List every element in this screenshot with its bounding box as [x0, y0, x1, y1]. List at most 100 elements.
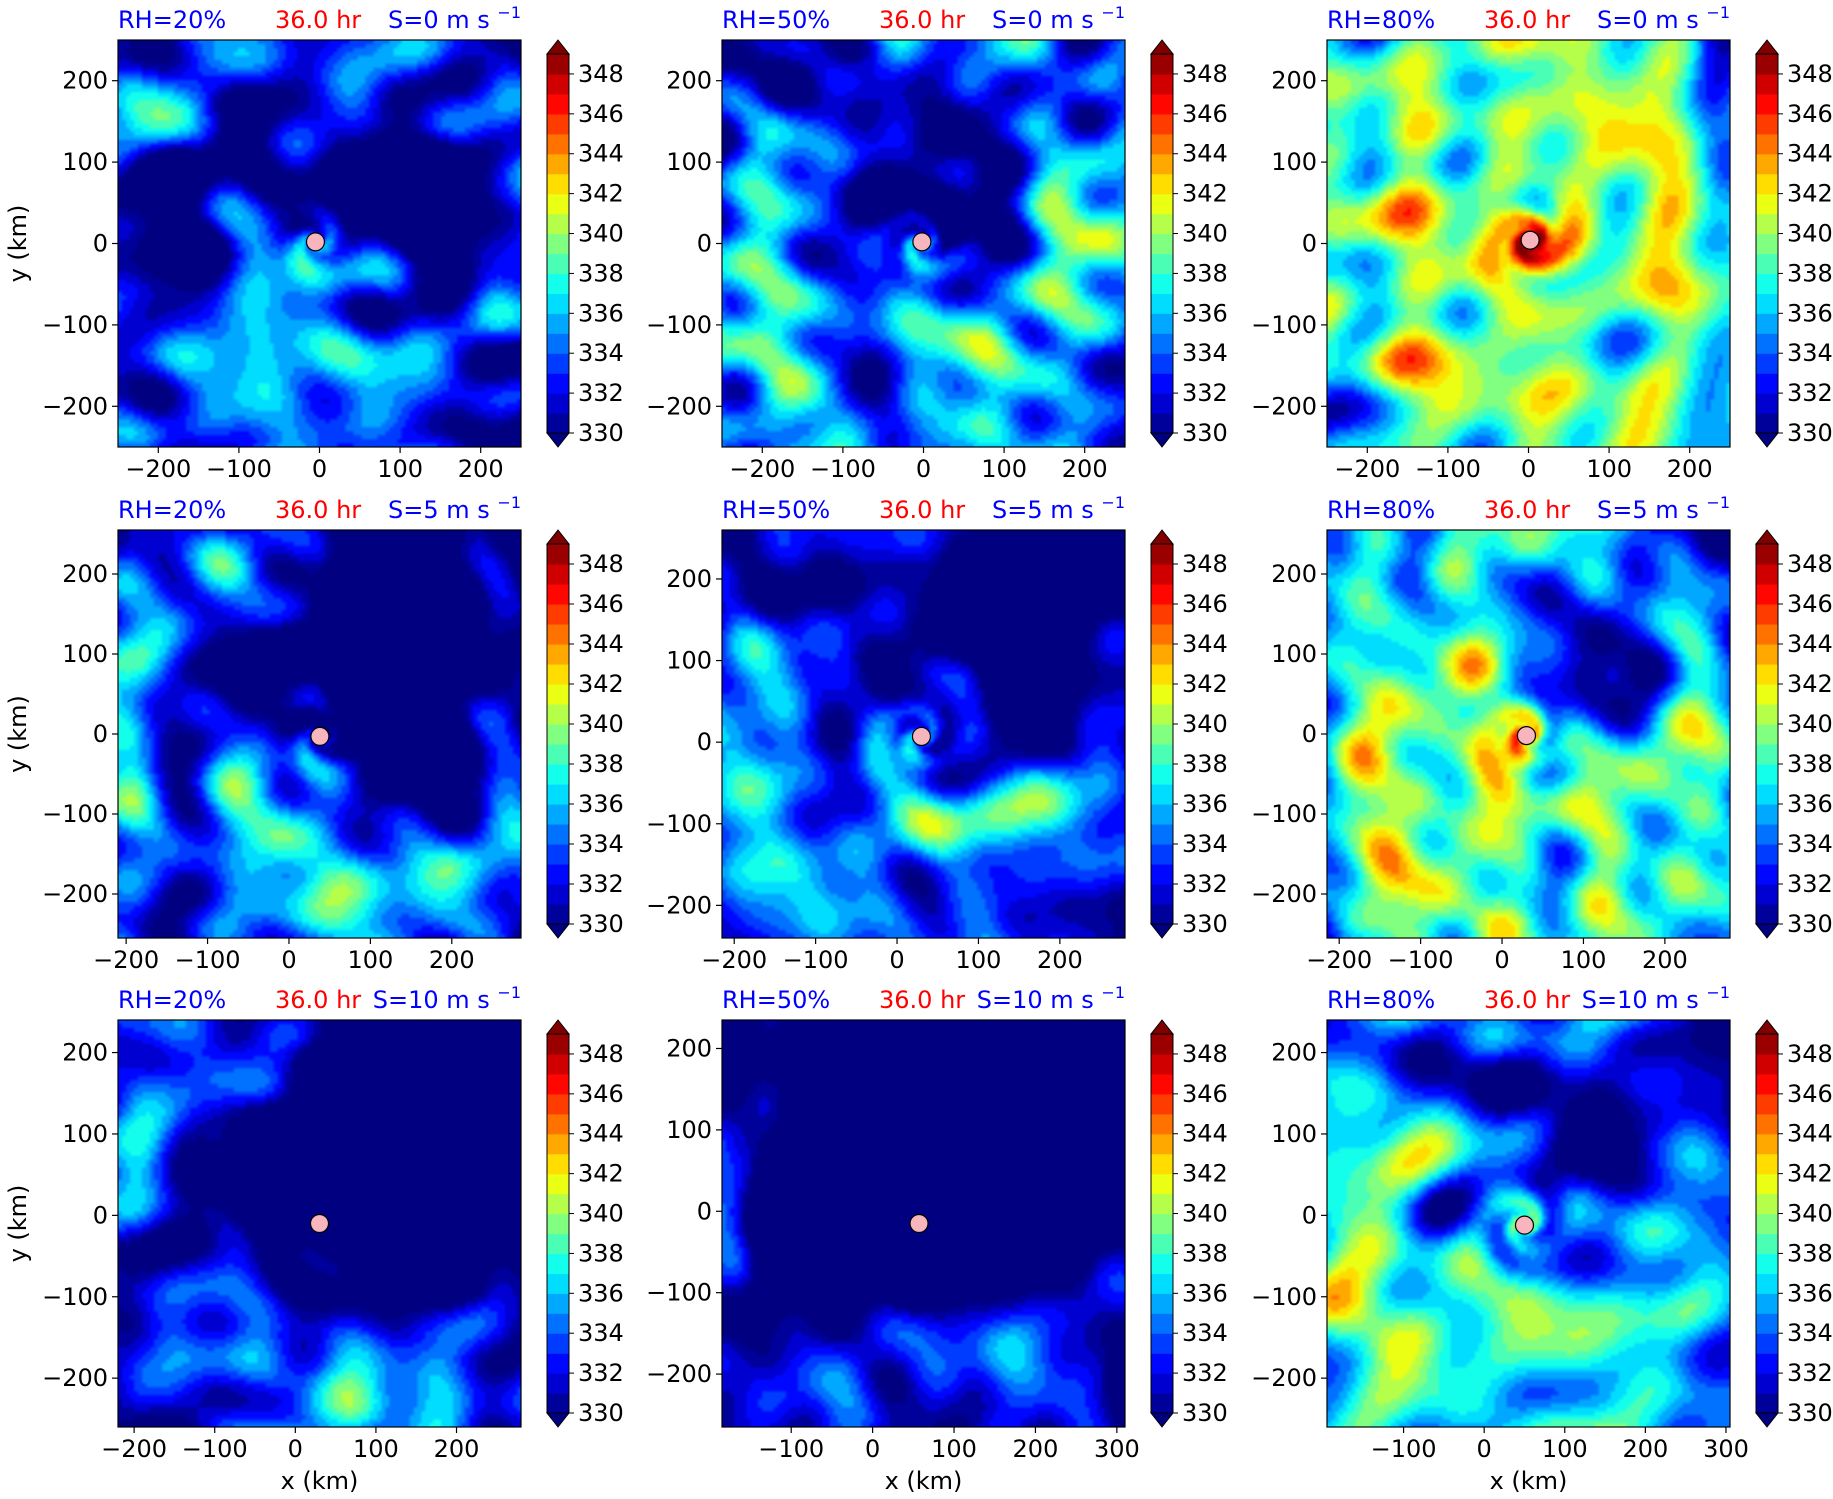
colorbar-band	[1756, 313, 1778, 334]
rh-title: RH=50%	[722, 496, 830, 524]
colorbar-band	[1151, 313, 1173, 334]
x-tick-label: 100	[347, 946, 393, 974]
colorbar-band	[1756, 153, 1778, 175]
colorbar-tick-label: 332	[1182, 1359, 1228, 1387]
y-tick-label: 0	[697, 1197, 712, 1225]
x-tick-label: 200	[1037, 946, 1083, 974]
x-tick-label: −100	[810, 455, 876, 483]
colorbar-band	[547, 804, 569, 825]
colorbar-frame	[1150, 543, 1174, 925]
colorbar-band	[547, 864, 569, 885]
colorbar-band	[1151, 1353, 1173, 1374]
colorbar-band	[547, 644, 569, 665]
panel-2: −200 −100 0 100 200 −200 −100 0 100 200 RH=50% 36.0…	[646, 3, 1228, 483]
colorbar-band	[547, 373, 569, 394]
x-tick-label: 0	[288, 1435, 303, 1463]
shear-units-exponent: −1	[1706, 493, 1730, 512]
colorbar: 330 332 334 336 338 340 342 344 346 348	[1149, 1019, 1228, 1428]
colorbar-band	[1151, 1133, 1173, 1155]
colorbar-tick-label: 338	[578, 259, 624, 287]
time-title: 36.0 hr	[275, 986, 361, 1014]
colorbar-band	[1756, 1213, 1778, 1235]
colorbar-tick-label: 334	[1182, 1319, 1228, 1347]
x-tick-label: −200	[125, 455, 191, 483]
colorbar-tick-label: 340	[1787, 710, 1833, 738]
x-axis-label: x (km)	[885, 1467, 963, 1495]
colorbar-tick-label: 344	[578, 630, 624, 658]
axes-frame	[721, 1019, 1126, 1428]
colorbar-tick-label: 336	[1787, 1279, 1833, 1307]
colorbar-band	[547, 564, 569, 585]
colorbar-tick-label: 346	[1787, 590, 1833, 618]
colorbar-extend-max	[545, 39, 571, 55]
colorbar-tick-label: 342	[1787, 670, 1833, 698]
colorbar-band	[1756, 1133, 1778, 1155]
colorbar-band	[1151, 413, 1173, 434]
colorbar-band	[547, 333, 569, 354]
colorbar-tick-label: 338	[1787, 1239, 1833, 1267]
colorbar-band	[1756, 73, 1778, 95]
colorbar-band	[1756, 54, 1778, 75]
colorbar-band	[547, 273, 569, 294]
colorbar-tick-label: 330	[1787, 910, 1833, 938]
colorbar-band	[1151, 1293, 1173, 1314]
colorbar-band	[1151, 624, 1173, 645]
y-tick-label: 200	[62, 1039, 108, 1067]
colorbar-band	[1151, 1313, 1173, 1334]
panel-7: −200 −100 0 100 200 −200 −100 0 100 200 RH=20% 36.0…	[4, 983, 624, 1495]
shear-title: S=10 m s −1	[977, 983, 1125, 1014]
colorbar-tick-label: 330	[578, 910, 624, 938]
colorbar-band	[1151, 1153, 1173, 1175]
colorbar-band	[1151, 544, 1173, 565]
colorbar-band	[1756, 293, 1778, 314]
colorbar-band	[1756, 784, 1778, 805]
colorbar-tick-label: 332	[1182, 870, 1228, 898]
colorbar-frame	[1150, 1033, 1174, 1414]
colorbar-band	[547, 133, 569, 155]
colorbar-tick-label: 346	[578, 1080, 624, 1108]
x-tick-label: −200	[101, 1435, 167, 1463]
panel-3: −200 −100 0 100 200 −200 −100 0 100 200 RH=80% 36.0…	[1251, 3, 1833, 483]
shear-title: S=0 m s −1	[1597, 3, 1730, 34]
colorbar-band	[1756, 413, 1778, 434]
colorbar-band	[547, 764, 569, 785]
x-tick-label: −100	[206, 455, 272, 483]
colorbar-band	[547, 1073, 569, 1095]
colorbar-band	[547, 393, 569, 414]
colorbar-tick-label: 348	[1787, 550, 1833, 578]
colorbar-frame	[1755, 543, 1779, 925]
colorbar-band	[1151, 724, 1173, 745]
time-title: 36.0 hr	[879, 6, 965, 34]
colorbar-band	[1756, 864, 1778, 885]
colorbar-band	[1756, 1173, 1778, 1195]
shear-units-exponent: −1	[1706, 3, 1730, 22]
axes-frame	[117, 1019, 522, 1428]
colorbar-band	[1756, 664, 1778, 685]
storm-center-marker	[912, 232, 932, 252]
colorbar-frame	[546, 1033, 570, 1414]
storm-center-marker	[1514, 1215, 1535, 1235]
colorbar-tick-label: 330	[1787, 419, 1833, 447]
colorbar-band	[1151, 584, 1173, 605]
colorbar-band	[1756, 1233, 1778, 1255]
x-tick-label: 0	[1521, 455, 1536, 483]
colorbar-tick-label: 338	[578, 750, 624, 778]
colorbar-band	[1756, 704, 1778, 725]
colorbar-band	[1756, 824, 1778, 845]
colorbar-tick-label: 336	[578, 299, 624, 327]
y-tick-label: −100	[1251, 311, 1317, 339]
colorbar-band	[547, 1253, 569, 1274]
colorbar-band	[547, 253, 569, 275]
colorbar-frame	[546, 53, 570, 434]
x-tick-label: 0	[916, 455, 931, 483]
colorbar-band	[547, 233, 569, 255]
colorbar-band	[1756, 273, 1778, 294]
colorbar-band	[1151, 153, 1173, 175]
colorbar-band	[1151, 193, 1173, 215]
colorbar-band	[1756, 724, 1778, 745]
y-tick-label: −100	[646, 1279, 712, 1307]
colorbar-band	[547, 1273, 569, 1294]
colorbar-band	[1151, 684, 1173, 705]
x-tick-label: 200	[1642, 946, 1688, 974]
colorbar-band	[547, 353, 569, 374]
